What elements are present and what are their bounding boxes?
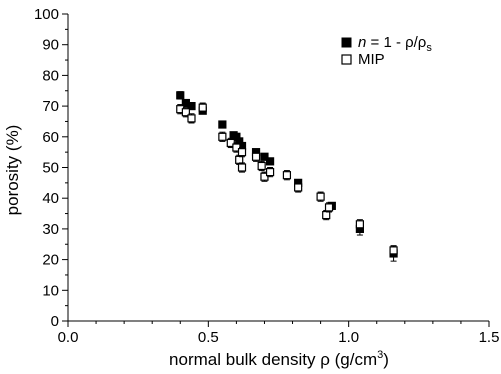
y-tick-label: 50 xyxy=(42,160,59,177)
point-mip xyxy=(218,132,227,141)
y-tick-label: 100 xyxy=(34,6,59,23)
legend-label-n-formula: n = 1 - ρ/ρs xyxy=(358,34,432,54)
legend: n = 1 - ρ/ρs MIP xyxy=(341,34,432,68)
point-mip xyxy=(294,183,303,192)
y-tick-label: 40 xyxy=(42,190,59,207)
data-points xyxy=(176,91,398,262)
point-mip xyxy=(324,203,334,212)
y-tick-label: 80 xyxy=(42,67,59,84)
legend-marker-filled-square xyxy=(341,37,352,48)
x-axis-title-unit-open: (g/cm xyxy=(330,350,377,369)
x-tick-label: 1.5 xyxy=(479,329,500,346)
point-mip xyxy=(237,148,247,157)
legend-eq: = 1 - ρ/ρ xyxy=(366,34,426,51)
point-mip xyxy=(316,192,325,201)
point-mip xyxy=(282,171,292,180)
x-axis-title: normal bulk density ρ (g/cm3) xyxy=(169,349,389,369)
legend-label-mip: MIP xyxy=(358,51,385,68)
x-tick-label: 0.5 xyxy=(198,329,219,346)
y-tick-label: 70 xyxy=(42,98,59,115)
point-mip xyxy=(235,155,244,164)
y-axis-title: porosity (%) xyxy=(3,125,22,216)
point-mip xyxy=(257,161,266,171)
x-axis-title-unit-close: ) xyxy=(383,350,389,369)
point-calculated-porosity xyxy=(265,157,275,166)
legend-n: n xyxy=(358,34,366,51)
point-mip xyxy=(198,103,207,112)
point-mip xyxy=(181,108,190,117)
point-mip xyxy=(187,114,196,123)
y-tick-label: 60 xyxy=(42,129,59,146)
point-mip xyxy=(251,152,261,161)
legend-marker-open-square xyxy=(341,54,352,65)
point-mip xyxy=(265,168,275,177)
x-axis-title-unit-exp: 3 xyxy=(377,349,383,361)
point-calculated-porosity xyxy=(176,91,185,100)
point-mip xyxy=(389,246,398,255)
point-mip xyxy=(355,220,364,229)
x-axis-title-rho: ρ xyxy=(320,350,330,369)
point-calculated-porosity xyxy=(260,152,269,161)
point-calculated-porosity xyxy=(218,120,227,129)
point-calculated-porosity xyxy=(187,101,196,111)
y-tick-label: 20 xyxy=(42,252,59,269)
point-mip xyxy=(237,163,247,172)
x-axis-title-main: normal bulk density xyxy=(169,350,320,369)
point-mip xyxy=(322,210,331,220)
x-tick-label: 0.0 xyxy=(58,329,79,346)
tick-labels: 0 10 20 30 40 50 60 70 80 90 100 0.0 0.5 1.0 1.5 xyxy=(34,6,499,346)
y-tick-label: 0 xyxy=(51,313,59,330)
x-tick-label: 1.0 xyxy=(338,329,359,346)
axes xyxy=(62,13,490,327)
legend-sub: s xyxy=(426,42,432,54)
y-tick-label: 30 xyxy=(42,221,59,238)
y-tick-label: 10 xyxy=(42,282,59,299)
y-tick-label: 90 xyxy=(42,37,59,54)
